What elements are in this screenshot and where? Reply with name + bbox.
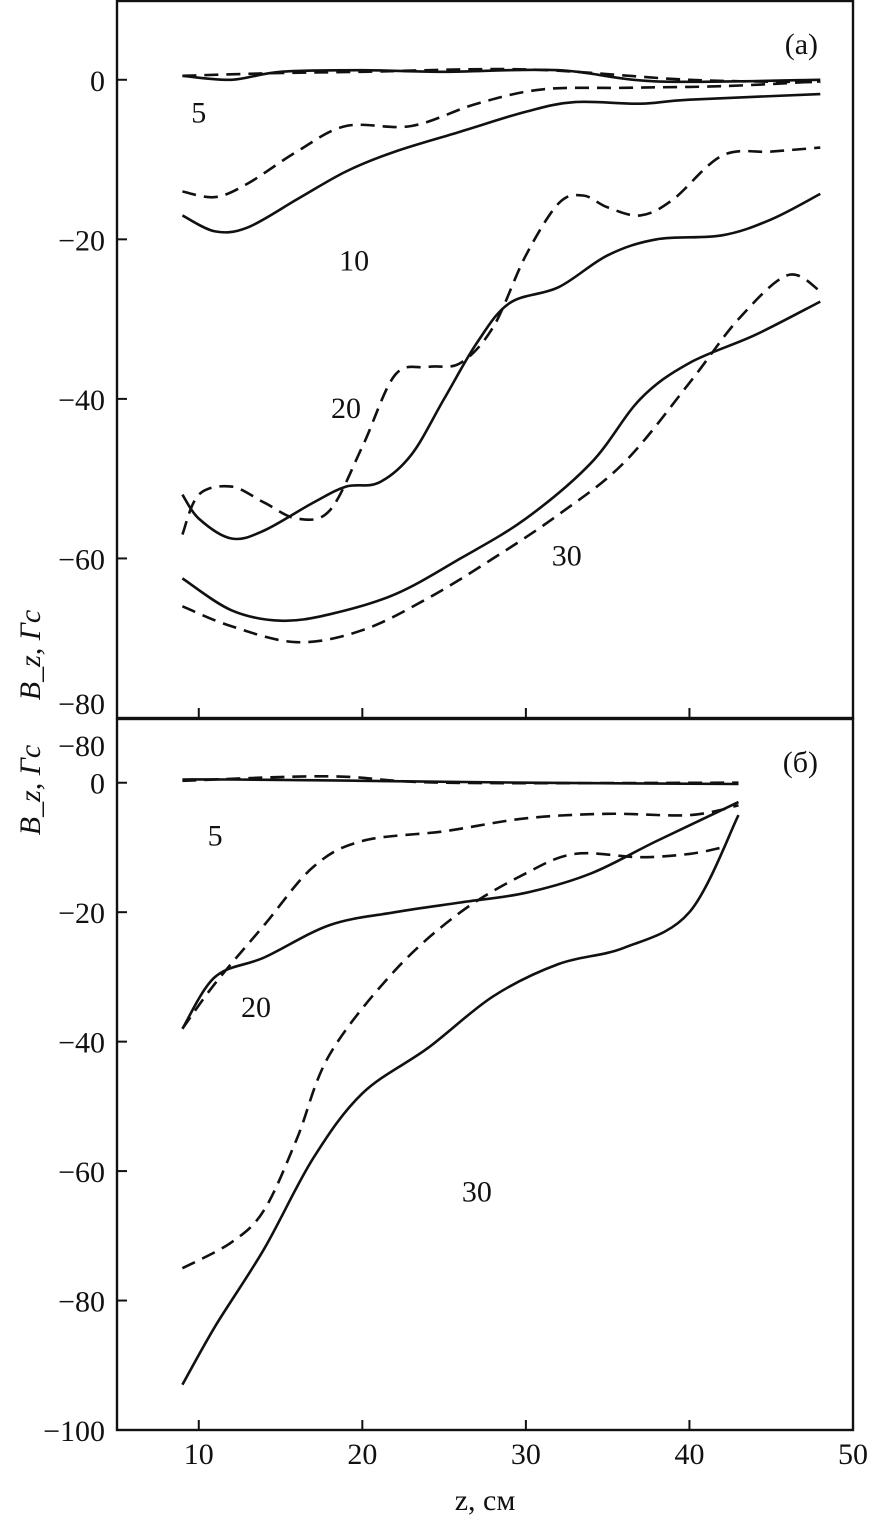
curve-label: 5 [191,97,206,130]
series-line-20-solid [181,192,821,541]
curve-label: 30 [462,1176,492,1209]
panel-label: (б) [783,746,818,779]
y-tick-label: −60 [58,1156,105,1189]
y-tick-label: −80 [58,688,105,721]
series-line-30-solid [181,814,740,1386]
series-line-30-solid [181,300,821,623]
y-tick-label: −100 [43,1415,105,1448]
y-tick-label: 0 [90,65,105,98]
x-tick-label: 50 [838,1438,868,1471]
series-line-5-solid [182,68,821,84]
x-tick-label: 20 [347,1438,377,1471]
series-line-20-dashed [181,804,739,1030]
y-tick-label: −80 [58,1286,105,1319]
y-tick-label: −40 [58,384,105,417]
plot-frame [115,0,855,720]
y-tick-label: −60 [58,543,105,576]
series-line-30-dashed [181,846,723,1270]
series-line-20-solid [181,800,740,1030]
panel-b: 10 20 30 40 50 −80 0 −20 −40 −60 −80 −100 (б) 5 20 30 [43,717,868,1471]
y-tick-label: −40 [58,1027,105,1060]
x-tick-label: 10 [184,1438,214,1471]
x-tick-label: 30 [511,1438,541,1471]
curve-label: 30 [552,539,582,572]
series-line-5-dashed [182,774,739,785]
series-line-5-dashed [182,67,821,84]
series-line-10-dashed [182,80,821,199]
y-tick-label: −20 [58,224,105,257]
curve-label: 10 [339,244,369,277]
curve-label: 5 [208,820,223,853]
panel-a: 0 −20 −40 −60 −80 (a) 5 10 20 30 [58,0,855,721]
y-axis-label-panel-a: B_z, Гс [14,610,47,700]
plot-frame [115,717,855,1432]
series-line-10-solid [181,92,821,234]
y-tick-label: −80 [58,730,105,763]
y-tick-label: −20 [58,897,105,930]
x-tick-label: 40 [674,1438,704,1471]
panel-label: (a) [785,28,818,61]
curve-label: 20 [331,392,361,425]
series-line-30-dashed [181,273,822,644]
series-line-20-dashed [181,146,821,535]
x-axis-label: z, см [455,1484,516,1517]
y-axis-label-panel-b: B_z, Гс [14,745,47,835]
curve-label: 20 [241,991,271,1024]
y-tick-label: 0 [90,768,105,801]
